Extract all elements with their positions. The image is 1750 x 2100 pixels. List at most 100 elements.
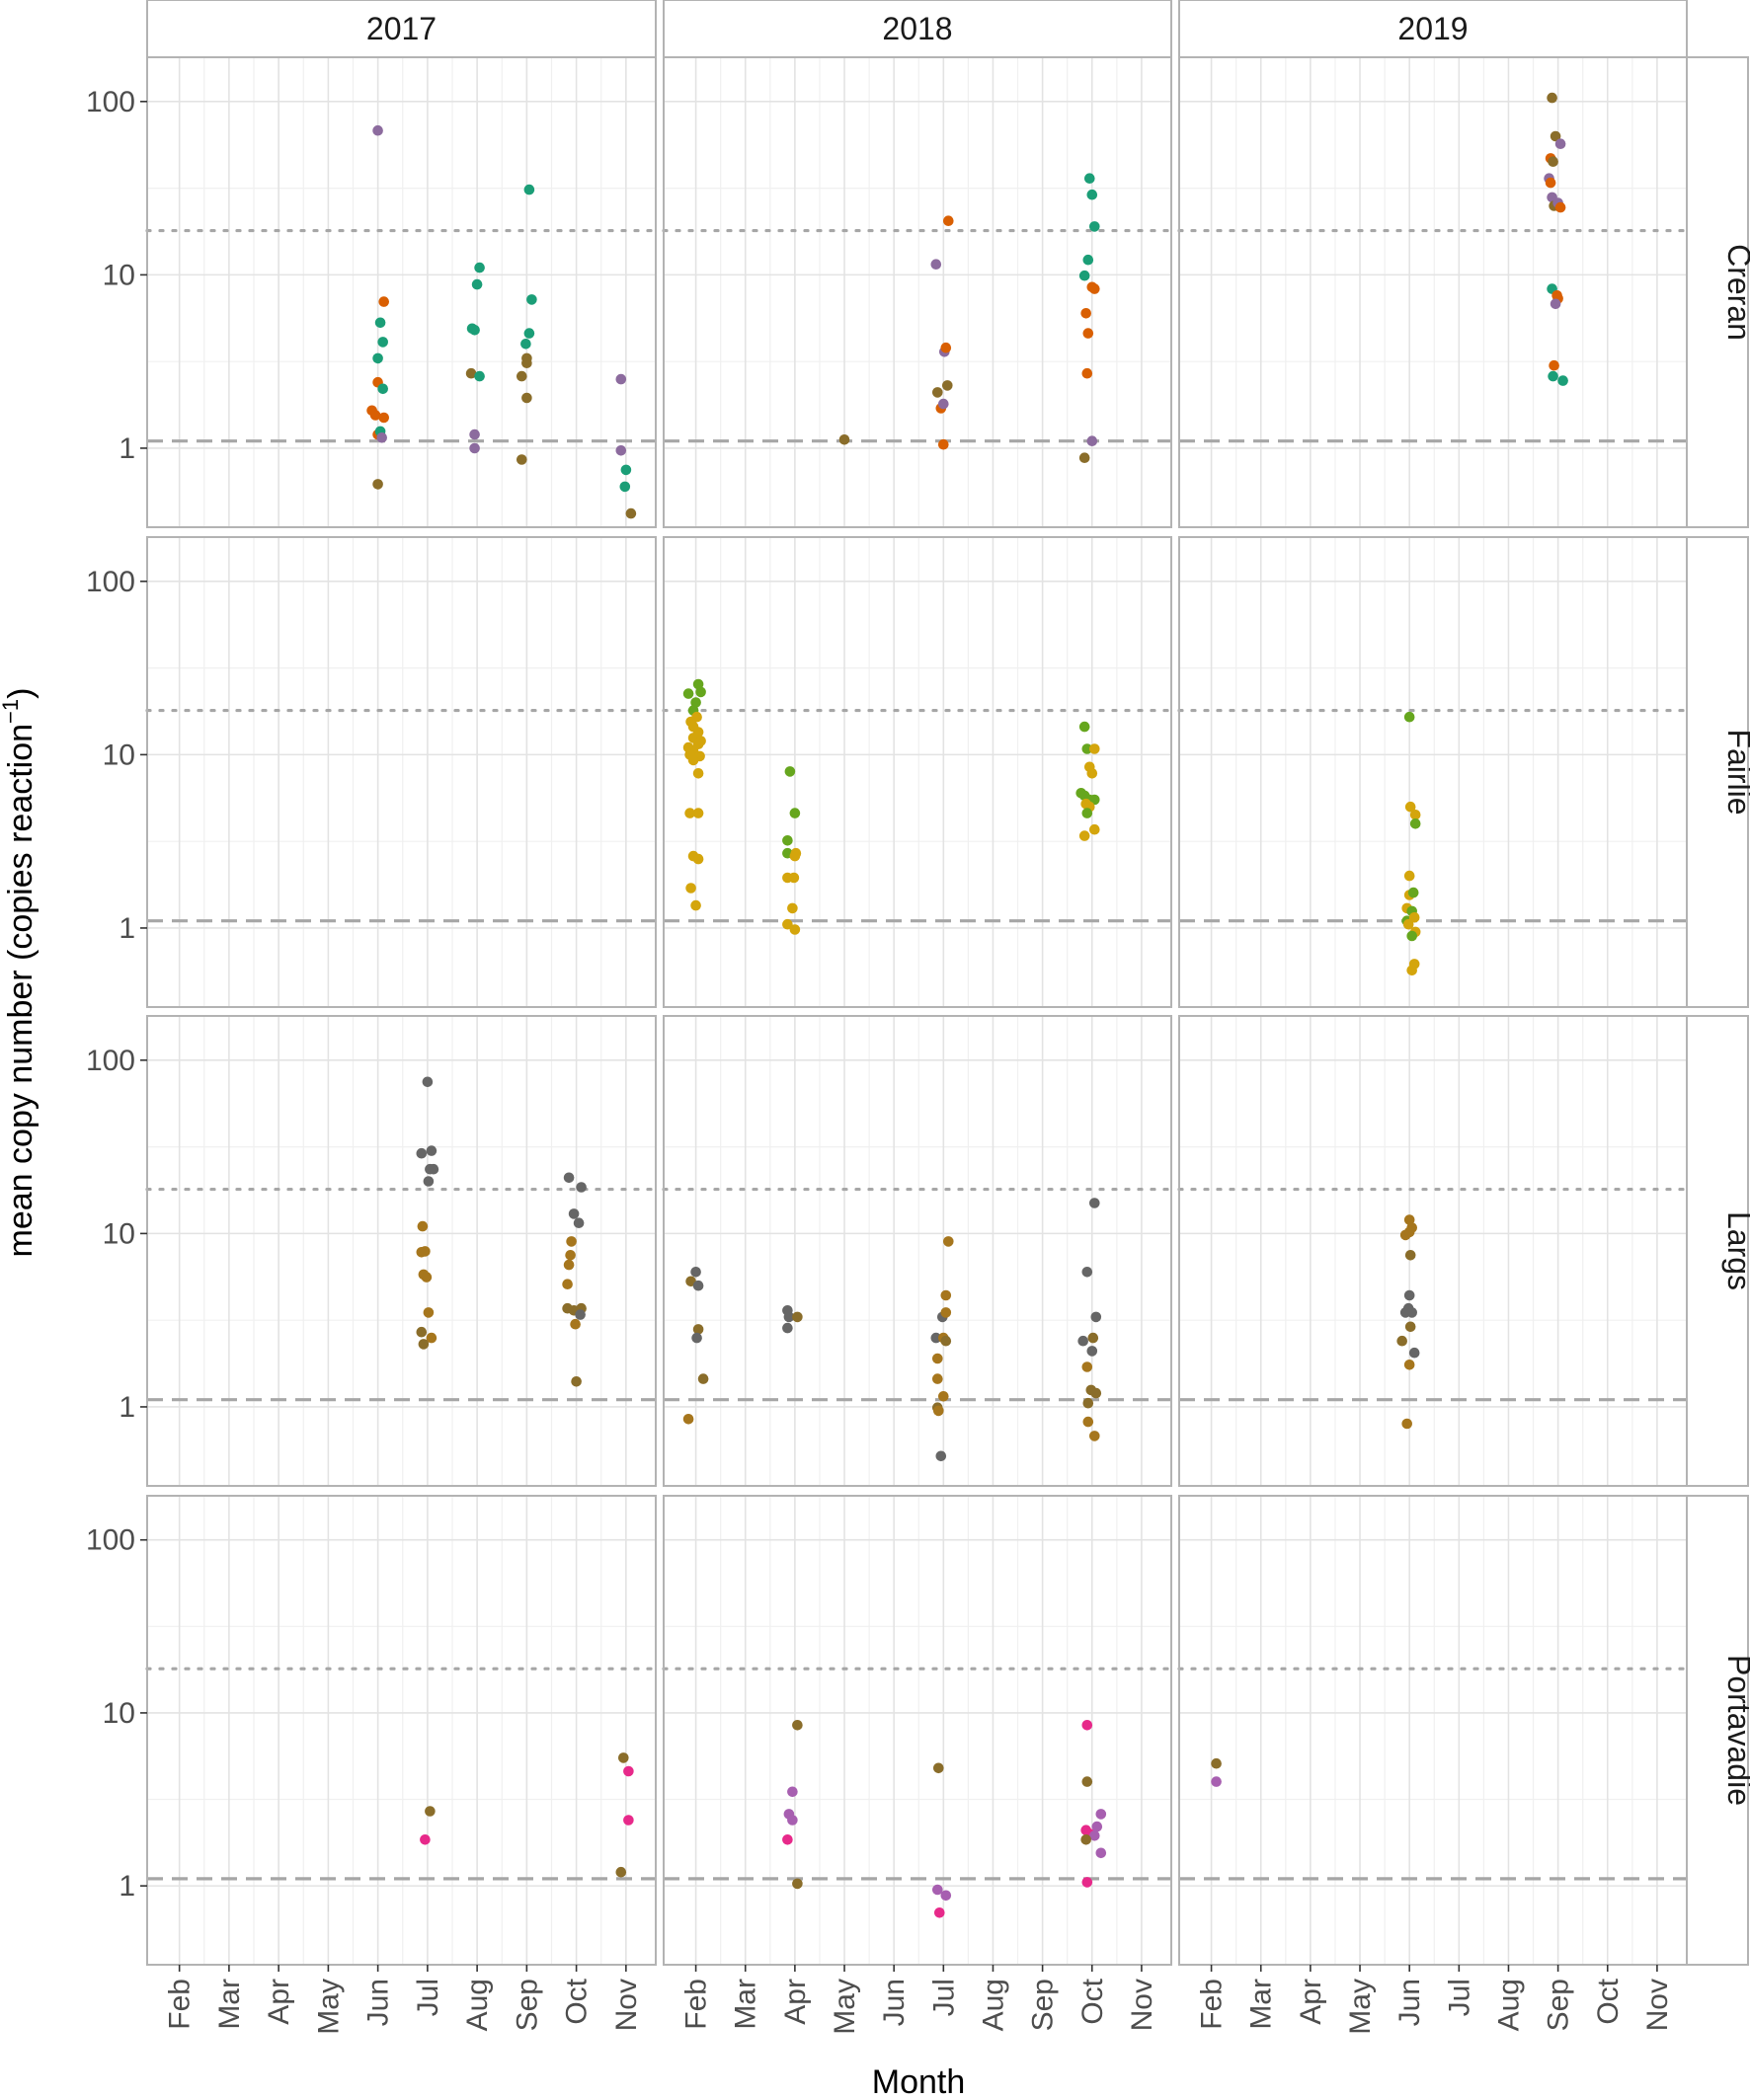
data-point <box>1550 298 1561 310</box>
x-tick-label: Nov <box>1641 1979 1674 2031</box>
data-point <box>372 352 383 364</box>
x-tick-label: Feb <box>680 1979 713 2030</box>
data-point <box>1403 1226 1415 1238</box>
x-tick-label: Jun <box>362 1979 395 2026</box>
data-point <box>938 438 949 450</box>
data-point <box>369 410 381 421</box>
data-point <box>1545 177 1556 189</box>
data-point <box>930 259 942 271</box>
data-point <box>1086 768 1098 779</box>
panel-background <box>1179 537 1687 1007</box>
data-point <box>416 1326 428 1338</box>
data-point <box>792 1311 803 1323</box>
data-point <box>1554 138 1566 149</box>
data-point <box>940 342 952 353</box>
data-point <box>416 1147 428 1159</box>
column-strip-label: 2018 <box>882 11 952 46</box>
data-point <box>838 434 850 445</box>
data-point <box>695 686 706 698</box>
data-point <box>1403 1360 1415 1370</box>
data-point <box>521 392 532 404</box>
data-point <box>697 1373 709 1384</box>
data-point <box>377 383 389 395</box>
reference-lines-layer <box>145 228 1689 1881</box>
axes-layer: 1 10 100 1 10 100 1 10 100 1 10 100 Feb Mar Apr May Jun J… <box>86 86 1674 2035</box>
data-point <box>378 296 390 307</box>
data-point <box>790 847 802 859</box>
data-point <box>615 373 627 385</box>
x-tick-label: Jun <box>1393 1979 1426 2026</box>
x-tick-label: Mar <box>213 1979 246 2030</box>
y-tick-label: 10 <box>103 1697 135 1730</box>
data-point <box>1401 1418 1412 1430</box>
data-point <box>1086 189 1098 200</box>
data-point <box>1404 1250 1416 1261</box>
data-point <box>932 1353 943 1364</box>
data-point <box>1089 743 1100 754</box>
data-point <box>783 1311 795 1323</box>
data-point <box>1089 823 1100 835</box>
data-point <box>787 1786 798 1798</box>
y-axis-title: mean copy number (copies reaction−1) <box>0 688 40 1258</box>
data-point <box>619 481 631 493</box>
data-point <box>1082 1397 1094 1409</box>
data-point <box>682 688 694 699</box>
data-point <box>1081 1267 1093 1278</box>
data-point <box>1081 367 1093 379</box>
data-point <box>420 1834 431 1845</box>
data-point <box>372 479 383 490</box>
data-point <box>1089 1198 1100 1208</box>
data-point <box>1081 1361 1093 1372</box>
data-point <box>692 1280 704 1291</box>
panel-background <box>1179 1016 1687 1486</box>
x-tick-label: May <box>312 1979 345 2035</box>
data-points-layer <box>366 92 1568 1918</box>
panel-background <box>664 1496 1171 1965</box>
data-point <box>1081 1720 1093 1731</box>
y-tick-label: 100 <box>86 566 135 598</box>
x-tick-label: Apr <box>263 1979 295 2025</box>
data-point <box>1089 221 1100 232</box>
data-point <box>687 754 699 766</box>
x-tick-label: Apr <box>779 1979 812 2025</box>
data-point <box>425 1806 436 1817</box>
data-point <box>471 278 483 290</box>
data-point <box>1078 721 1090 733</box>
data-point <box>782 1834 793 1845</box>
data-point <box>933 1405 944 1417</box>
data-point <box>562 1279 573 1289</box>
row-strip-label: Creran <box>1721 244 1750 341</box>
y-tick-label: 1 <box>119 912 135 945</box>
column-strip-label: 2019 <box>1397 11 1468 46</box>
data-point <box>625 507 637 519</box>
data-point <box>1081 743 1093 754</box>
data-point <box>940 1890 952 1902</box>
data-point <box>620 464 632 476</box>
data-point <box>615 445 627 456</box>
data-point <box>1404 1321 1416 1333</box>
data-point <box>1095 1809 1107 1820</box>
x-tick-label: Aug <box>461 1979 494 2031</box>
data-point <box>1086 435 1098 447</box>
panel-frame <box>146 536 657 1008</box>
row-strip-label: Largs <box>1721 1211 1750 1290</box>
x-tick-label: Sep <box>1543 1979 1575 2031</box>
data-point <box>690 1267 701 1278</box>
data-point <box>523 328 535 339</box>
data-point <box>938 1391 949 1402</box>
data-point <box>692 853 704 865</box>
data-point <box>943 215 954 226</box>
data-point <box>1211 1757 1222 1769</box>
data-point <box>378 412 390 424</box>
data-point <box>422 1076 434 1088</box>
x-tick-label: Jun <box>878 1979 911 2026</box>
data-point <box>1082 1416 1094 1428</box>
data-point <box>690 697 701 708</box>
data-point <box>692 768 704 779</box>
data-point <box>1403 1214 1415 1225</box>
data-point <box>376 432 388 443</box>
x-axis-title: Month <box>872 2063 966 2100</box>
data-point <box>571 1376 582 1387</box>
x-tick-label: Oct <box>561 1978 594 2024</box>
data-point <box>692 1324 704 1335</box>
